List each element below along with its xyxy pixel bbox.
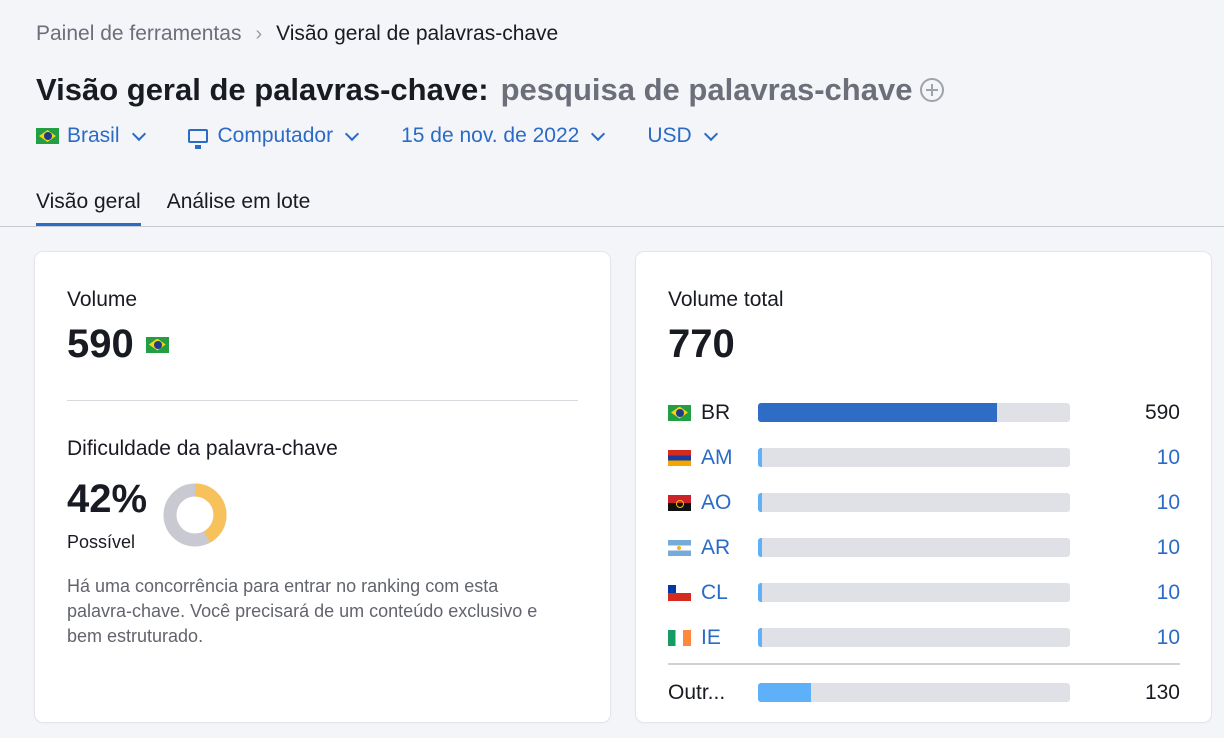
volume-bar-track [758, 628, 1070, 647]
country-code-cell: BR [668, 401, 758, 425]
volume-bar-fill [758, 583, 763, 602]
monitor-icon [187, 129, 208, 149]
country-row-others: Outr... 130 [668, 670, 1180, 715]
chevron-down-icon [131, 126, 146, 142]
currency-label: USD [647, 124, 692, 147]
difficulty-value: 42% [67, 477, 148, 521]
ie-flag-icon [668, 629, 691, 646]
breadcrumb-parent-link[interactable]: Painel de ferramentas [36, 22, 242, 45]
chevron-down-icon [345, 126, 360, 142]
country-volume-value[interactable]: 10 [1156, 625, 1180, 649]
country-code-cell: IE [668, 626, 758, 650]
country-row-am: AM 10 [668, 435, 1180, 480]
tab-bulk-analysis[interactable]: Análise em lote [166, 190, 311, 213]
tabs-divider [0, 226, 1224, 227]
device-dropdown[interactable]: Computador [187, 124, 360, 149]
date-label: 15 de nov. de 2022 [401, 124, 580, 147]
country-code[interactable]: AM [701, 445, 733, 469]
donut-filled-segment [163, 483, 227, 547]
volume-bar-fill [758, 448, 763, 467]
country-code-cell: AO [668, 491, 758, 515]
country-volume-value[interactable]: 10 [1156, 535, 1180, 559]
country-volume-value: 130 [1144, 680, 1180, 704]
tab-overview[interactable]: Visão geral [36, 190, 141, 226]
plus-circle-icon[interactable] [920, 78, 945, 102]
country-row-ie: IE 10 [668, 615, 1180, 660]
divider [67, 400, 578, 401]
country-dropdown[interactable]: Brasil [36, 124, 146, 148]
am-flag-icon [668, 449, 691, 466]
breadcrumb: Painel de ferramentas › Visão geral de p… [36, 22, 558, 46]
chevron-down-icon [703, 126, 718, 142]
difficulty-description: Há uma concorrência para entrar no ranki… [67, 576, 538, 646]
difficulty-level: Possível [67, 532, 136, 552]
country-volume-value: 590 [1144, 400, 1180, 424]
page-title-text: Visão geral de palavras-chave: [36, 72, 489, 107]
country-code[interactable]: AO [701, 490, 732, 514]
country-code[interactable]: CL [701, 580, 728, 604]
cl-flag-icon [668, 584, 691, 601]
country-code-cell: AM [668, 446, 758, 470]
filters-bar: Brasil Computador 15 de nov. de 2022 USD [36, 124, 718, 149]
currency-dropdown[interactable]: USD [647, 124, 718, 148]
tabs: Visão geral Análise em lote [36, 190, 310, 226]
page-title: Visão geral de palavras-chave: pesquisa … [36, 72, 945, 108]
volume-value-row: 590 [67, 322, 169, 367]
country-row-br: BR 590 [668, 390, 1180, 435]
country-code[interactable]: IE [701, 625, 721, 649]
chevron-right-icon: › [255, 22, 263, 45]
country-label: Brasil [67, 124, 120, 147]
volume-bar-fill [758, 683, 811, 702]
volume-bar-track [758, 493, 1070, 512]
country-volume-list: BR 590 AM 10 AO 10 AR 10 CL 10 IE 10 Outr... 130 [668, 390, 1180, 715]
volume-bar-fill [758, 403, 998, 422]
country-code[interactable]: AR [701, 535, 731, 559]
country-row-cl: CL 10 [668, 570, 1180, 615]
country-code-cell: CL [668, 581, 758, 605]
volume-bar-fill [758, 538, 763, 557]
difficulty-label: Dificuldade da palavra-chave [67, 437, 338, 460]
total-volume-value: 770 [668, 322, 735, 366]
country-code-cell: Outr... [668, 681, 758, 705]
volume-bar-fill [758, 493, 763, 512]
date-dropdown[interactable]: 15 de nov. de 2022 [401, 124, 606, 148]
divider [668, 663, 1180, 665]
volume-bar-fill [758, 628, 763, 647]
country-volume-value[interactable]: 10 [1156, 490, 1180, 514]
country-volume-value[interactable]: 10 [1156, 580, 1180, 604]
volume-label: Volume [67, 288, 138, 311]
country-code: BR [701, 400, 731, 424]
volume-bar-track [758, 683, 1070, 702]
brazil-flag-icon [36, 128, 59, 144]
br-flag-icon [668, 404, 691, 421]
country-row-ar: AR 10 [668, 525, 1180, 570]
ar-flag-icon [668, 539, 691, 556]
volume-card: Volume 590 Dificuldade da palavra-chave … [35, 252, 610, 722]
difficulty-donut-chart [163, 483, 227, 547]
volume-bar-track [758, 538, 1070, 557]
device-label: Computador [217, 124, 334, 147]
country-code-cell: AR [668, 536, 758, 560]
others-label: Outr... [668, 680, 726, 704]
brazil-flag-icon [145, 336, 169, 353]
country-row-ao: AO 10 [668, 480, 1180, 525]
volume-bar-track [758, 403, 1070, 422]
ao-flag-icon [668, 494, 691, 511]
total-volume-card: Volume total 770 BR 590 AM 10 AO 10 AR 10 CL 10 IE… [636, 252, 1211, 722]
volume-bar-track [758, 583, 1070, 602]
breadcrumb-current: Visão geral de palavras-chave [276, 22, 559, 45]
page-title-keyword: pesquisa de palavras-chave [500, 72, 913, 107]
country-volume-value[interactable]: 10 [1156, 445, 1180, 469]
volume-value: 590 [67, 322, 134, 366]
volume-bar-track [758, 448, 1070, 467]
total-volume-label: Volume total [668, 288, 784, 311]
chevron-down-icon [591, 126, 606, 142]
